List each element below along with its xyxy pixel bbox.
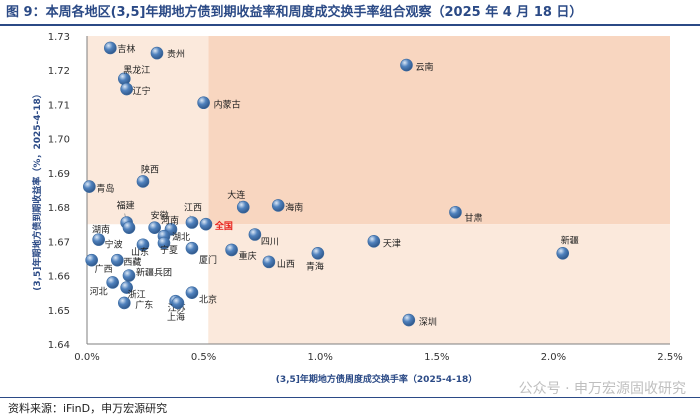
data-label: 北京 [199,294,217,306]
data-point [197,96,210,110]
data-label: 山西 [277,259,295,270]
data-point [83,180,96,193]
data-point [148,221,161,234]
data-label: 青岛 [96,183,114,195]
data-label: 陕西 [141,163,159,175]
y-tick-label: 1.67 [48,237,70,248]
data-point [367,235,381,248]
data-label: 江西 [184,203,202,214]
data-point [136,175,150,188]
data-point [185,241,199,255]
data-label: 湖南 [92,224,110,236]
quadrant-top-left [87,36,209,225]
data-label: 广东 [135,299,153,311]
data-point [402,313,416,327]
y-axis-title: (3,5]年期地方债到期收益率（%，2025-4-18） [31,89,43,291]
x-tick-label: 0.0% [74,352,99,363]
y-tick-label: 1.64 [48,340,70,351]
data-label: 天津 [383,238,401,249]
y-tick-label: 1.72 [48,66,70,77]
data-point [185,286,199,299]
data-label: 安徽 [151,210,169,222]
y-tick-label: 1.69 [48,169,70,180]
scatter-chart: 1.64 1.65 1.66 1.67 1.68 1.69 1.70 1.71 1.72 1.73… [31,32,683,385]
data-point [171,296,185,310]
data-point [111,253,124,267]
data-point [157,236,171,250]
quadrant-bottom-right [208,224,670,344]
data-label: 新疆兵团 [136,267,172,279]
x-tick-label: 0.5% [191,352,216,363]
data-label: 浙江 [128,289,146,301]
data-point [262,255,276,269]
data-point [118,296,131,310]
data-point [92,233,105,246]
data-label: 湖北 [172,232,190,243]
data-point [104,41,117,55]
data-point [122,269,136,282]
data-label: 青海 [306,260,324,272]
data-label: 福建 [117,200,135,212]
data-point [248,228,262,241]
data-label: 贵州 [167,48,185,60]
data-label: 宁夏 [160,244,178,256]
data-label: 四川 [261,237,279,247]
data-label: 内蒙古 [214,99,241,111]
data-point [199,217,213,231]
data-label: 河南 [161,214,179,226]
y-tick-label: 1.65 [48,306,70,317]
data-label: 广西 [95,263,113,275]
data-point [236,200,250,214]
data-point [136,238,150,252]
data-label: 河北 [90,285,108,297]
data-label: 新疆 [561,234,579,246]
data-label: 全国 [214,220,233,232]
x-tick-label: 1.5% [424,352,449,363]
data-label: 西藏 [123,256,141,268]
x-tick-label: 1.0% [307,352,332,363]
data-point [106,276,119,289]
data-point [150,46,164,60]
watermark: 公众号 · 申万宏源固收研究 [518,381,686,397]
x-tick-label: 2.0% [541,352,566,363]
data-point [449,205,462,219]
data-label: 大连 [227,189,245,201]
data-label: 山东 [131,246,149,258]
y-tick-label: 1.70 [48,135,70,146]
data-label: 厦门 [199,254,217,266]
x-tick-label: 2.5% [657,352,682,363]
data-point [556,247,570,260]
data-point [85,253,98,267]
y-tick-label: 1.66 [48,272,70,283]
data-label: 上海 [167,311,185,323]
chart-title: 图 9：本周各地区(3,5]年期地方债到期收益率和周度成交换手率组合观察（202… [6,5,583,20]
data-label: 云南 [415,61,433,73]
data-label: 宁波 [105,239,123,251]
title-divider [0,24,700,26]
data-point [400,58,413,72]
data-point [311,247,325,260]
data-label: 吉林 [117,43,135,55]
y-tick-label: 1.68 [48,203,70,214]
data-label: 甘肃 [464,212,482,224]
data-point [120,82,133,96]
data-label: 黑龙江 [123,64,150,76]
y-tick-label: 1.71 [48,100,70,111]
source-divider [0,397,700,398]
source-note: 资料来源：iFinD，申万宏源研究 [8,402,168,415]
y-tick-label: 1.73 [48,32,70,43]
quadrant-top-right [208,36,670,225]
data-point [185,216,199,229]
data-label: 海南 [285,201,303,213]
data-label: 辽宁 [133,85,151,97]
data-label: 重庆 [239,250,257,262]
data-point [225,243,238,257]
data-point [122,221,136,234]
x-axis-title: (3,5]年期地方债周度成交换手率（2025-4-18） [276,373,477,385]
data-point [120,281,133,294]
data-label: 深圳 [419,317,437,328]
data-point [271,199,285,212]
